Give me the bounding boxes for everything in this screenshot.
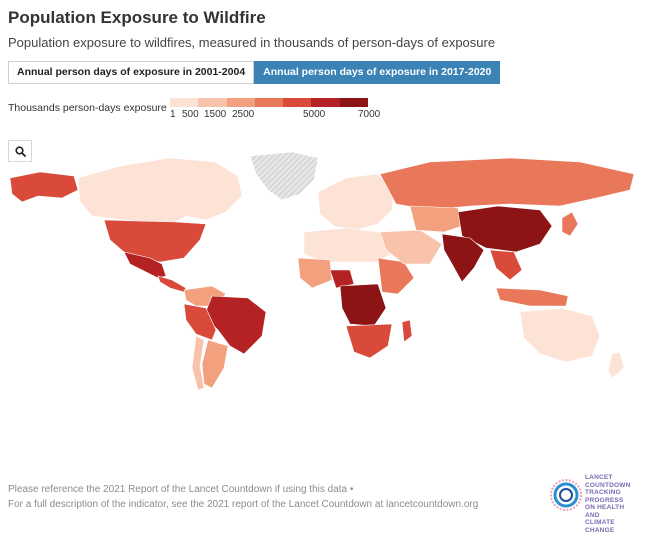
region-east-africa[interactable]: East Africa bbox=[377, 257, 415, 295]
legend-swatch bbox=[254, 98, 284, 107]
period-toggle: Annual person days of exposure in 2001-2… bbox=[8, 61, 501, 84]
region-nigeria[interactable]: Nigeria bbox=[329, 269, 355, 289]
region-southeast-asia[interactable]: Southeast Asia bbox=[489, 249, 523, 281]
legend-swatch bbox=[226, 98, 255, 107]
world-map[interactable]: Alaska Canada Greenland United States Me… bbox=[0, 140, 650, 400]
page-subtitle: Population exposure to wildfires, measur… bbox=[8, 35, 496, 50]
region-united-states[interactable]: United States bbox=[103, 219, 207, 263]
legend-tick-7000: 7000 bbox=[358, 109, 381, 120]
search-icon bbox=[14, 145, 26, 157]
region-central-asia[interactable]: Central Asia bbox=[409, 205, 463, 233]
region-japan[interactable]: Japan bbox=[561, 211, 579, 237]
region-india[interactable]: India bbox=[441, 233, 485, 283]
region-central-america[interactable]: Central America bbox=[157, 275, 187, 293]
legend-swatch bbox=[170, 98, 199, 107]
footer-reference: Please reference the 2021 Report of the … bbox=[8, 484, 354, 495]
legend-tick-1500: 1500 bbox=[204, 109, 227, 120]
region-central-africa[interactable]: Central Africa bbox=[339, 283, 387, 327]
period-2017-2020-button[interactable]: Annual person days of exposure in 2017-2… bbox=[254, 61, 501, 84]
logo-text: LANCET COUNTDOWN TRACKING PROGRESS ON HE… bbox=[585, 474, 631, 534]
legend-color-bar bbox=[170, 98, 368, 107]
region-southern-africa[interactable]: Southern Africa bbox=[345, 323, 393, 359]
region-canada[interactable]: Canada bbox=[77, 157, 243, 225]
region-new-zealand[interactable]: New Zealand bbox=[607, 351, 625, 379]
region-argentina[interactable]: Argentina bbox=[201, 339, 229, 389]
region-west-africa[interactable]: West Africa bbox=[297, 257, 333, 289]
region-peru-bolivia[interactable]: Peru-Bolivia bbox=[183, 303, 217, 341]
region-indonesia[interactable]: Indonesia bbox=[495, 287, 569, 307]
region-north-africa[interactable]: North Africa bbox=[303, 227, 397, 263]
legend-swatch bbox=[198, 98, 227, 107]
region-chile[interactable]: Chile bbox=[191, 335, 205, 391]
legend-tick-2500: 2500 bbox=[232, 109, 255, 120]
region-middle-east[interactable]: Middle East bbox=[379, 229, 443, 265]
legend-swatch bbox=[283, 98, 312, 107]
logo-rings-icon bbox=[550, 479, 582, 511]
legend-label: Thousands person-days exposure bbox=[8, 102, 167, 114]
legend-ticks: 1 500 1500 2500 5000 7000 bbox=[170, 109, 380, 123]
lancet-countdown-logo: LANCET COUNTDOWN TRACKING PROGRESS ON HE… bbox=[549, 470, 645, 534]
legend-tick-5000: 5000 bbox=[303, 109, 326, 120]
region-alaska[interactable]: Alaska bbox=[9, 171, 79, 203]
legend-swatch bbox=[339, 98, 368, 107]
region-europe[interactable]: Europe bbox=[317, 173, 395, 231]
region-russia[interactable]: Russia bbox=[379, 157, 635, 211]
legend-tick-500: 500 bbox=[182, 109, 199, 120]
page-title: Population Exposure to Wildfire bbox=[8, 8, 266, 27]
legend-tick-1: 1 bbox=[170, 109, 176, 120]
footer-description: For a full description of the indicator,… bbox=[8, 499, 479, 510]
legend-swatch bbox=[311, 98, 340, 107]
region-australia[interactable]: Australia bbox=[519, 307, 601, 363]
map-search-button[interactable] bbox=[8, 140, 32, 162]
period-2001-2004-button[interactable]: Annual person days of exposure in 2001-2… bbox=[8, 61, 255, 84]
region-greenland[interactable]: Greenland bbox=[249, 151, 319, 201]
region-madagascar[interactable]: Madagascar bbox=[401, 319, 413, 343]
